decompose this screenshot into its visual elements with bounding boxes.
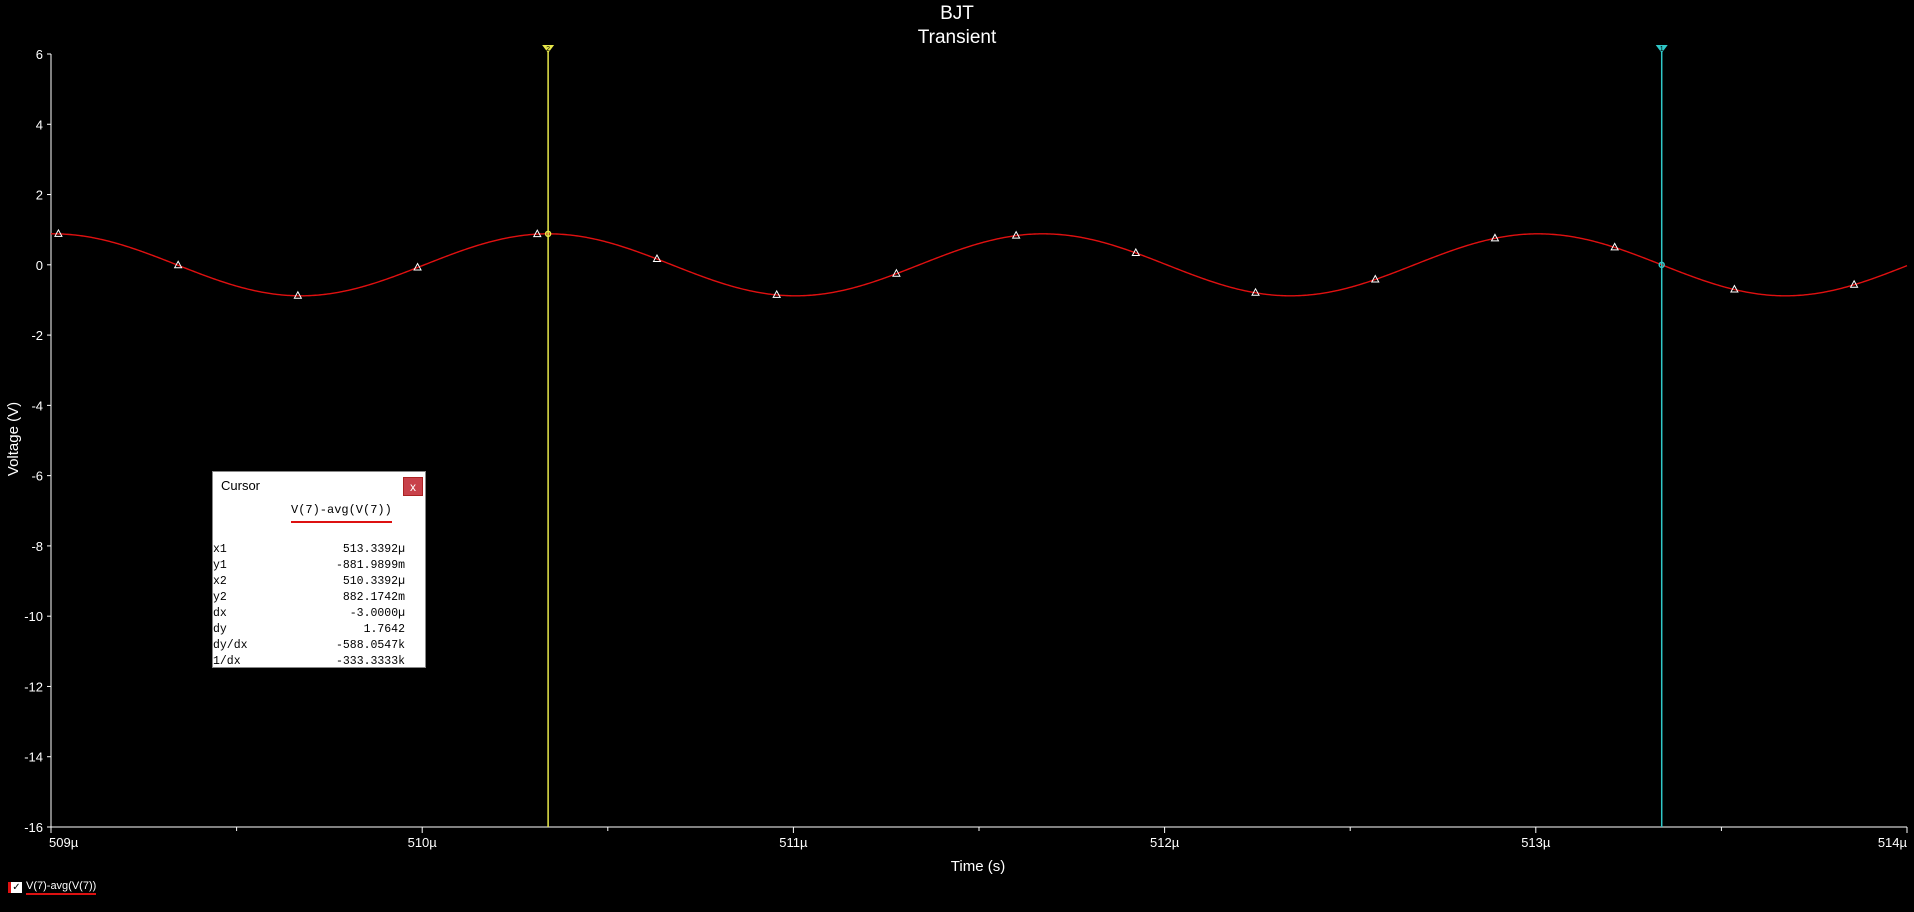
trace-marker	[1849, 279, 1859, 288]
legend: ✓ V(7)-avg(V(7))	[8, 876, 97, 898]
y-tick-label: -10	[24, 609, 43, 624]
trace-marker	[1011, 230, 1021, 239]
cursor-row-inv-dx: 1/dx -333.3333k	[213, 655, 405, 668]
cursor-handle-label: 2	[546, 46, 550, 53]
y-tick-label: -16	[24, 820, 43, 835]
x-tick-label: 510µ	[408, 835, 438, 850]
cursor-point-1	[1658, 261, 1665, 269]
trace-marker	[173, 260, 183, 269]
axes: 6 4 2 0 -2 -4 -6 -8 -10 -12 -14 -16 509µ 510µ 511µ 512µ…	[24, 47, 1907, 850]
x-tick-label: 513µ	[1521, 835, 1551, 850]
cursor-row-y1: y1 -881.9899m	[213, 559, 405, 572]
trace-line	[50, 233, 1908, 297]
chart-subtitle: Transient	[918, 27, 997, 48]
trace-marker	[1730, 284, 1739, 293]
close-icon[interactable]: x	[403, 477, 423, 496]
x-tick-label: 511µ	[779, 835, 808, 850]
cursor-point-2	[544, 230, 552, 238]
x-tick-label: 514µ	[1878, 835, 1908, 850]
cursor-row-dx: dx -3.0000µ	[213, 607, 405, 620]
trace-marker	[413, 262, 422, 271]
x-axis-label: Time (s)	[951, 858, 1005, 875]
y-tick-label: -8	[31, 539, 43, 554]
y-tick-label: 2	[36, 188, 43, 203]
trace-marker	[54, 228, 63, 237]
cursor-row-x2: x2 510.3392µ	[213, 575, 405, 588]
trace-marker	[532, 229, 542, 238]
trace-marker	[293, 290, 303, 299]
y-tick-label: -2	[31, 328, 43, 343]
cursor-row-x1: x1 513.3392µ	[213, 543, 405, 556]
trace-v7	[50, 228, 1908, 299]
y-axis-label: Voltage (V)	[5, 402, 22, 476]
cursor-readout: x1 513.3392µ y1 -881.9899m x2 510.3392µ y2 8…	[213, 542, 405, 670]
y-tick-label: -12	[24, 679, 43, 694]
cursor-row-dydx: dy/dx -588.0547k	[213, 639, 405, 652]
x-tick-label: 512µ	[1150, 835, 1180, 850]
chart-title: BJT	[940, 3, 974, 24]
cursor-handle-label: 1	[1660, 46, 1664, 53]
cursor-handle-2	[542, 45, 555, 53]
y-tick-label: -14	[24, 750, 43, 765]
trace-marker	[1131, 247, 1141, 256]
cursor-trace-name: V(7)-avg(V(7))	[291, 503, 392, 523]
y-tick-label: 6	[36, 47, 43, 62]
trace-marker	[1610, 242, 1620, 251]
y-tick-label: 4	[36, 117, 43, 132]
cursor-panel[interactable]: Cursor x V(7)-avg(V(7)) x1 513.3392µ y1 -8…	[212, 471, 426, 668]
y-tick-label: 0	[36, 258, 43, 273]
trace-marker	[772, 289, 782, 298]
cursor-handle-1	[1655, 45, 1668, 53]
trace-marker	[892, 268, 901, 277]
cursor-row-dy: dy 1.7642	[213, 623, 405, 636]
trace-marker	[1251, 287, 1260, 296]
y-tick-label: -4	[31, 398, 43, 413]
trace-marker	[1490, 233, 1500, 242]
cursor-panel-title: Cursor	[221, 478, 261, 493]
trace-marker	[652, 253, 662, 263]
legend-label: V(7)-avg(V(7))	[26, 880, 97, 895]
cursor-row-y2: y2 882.1742m	[213, 591, 405, 604]
x-tick-label: 509µ	[49, 835, 79, 850]
legend-checkbox[interactable]: ✓	[8, 881, 22, 893]
trace-marker	[1370, 274, 1380, 283]
y-tick-label: -6	[31, 469, 43, 484]
